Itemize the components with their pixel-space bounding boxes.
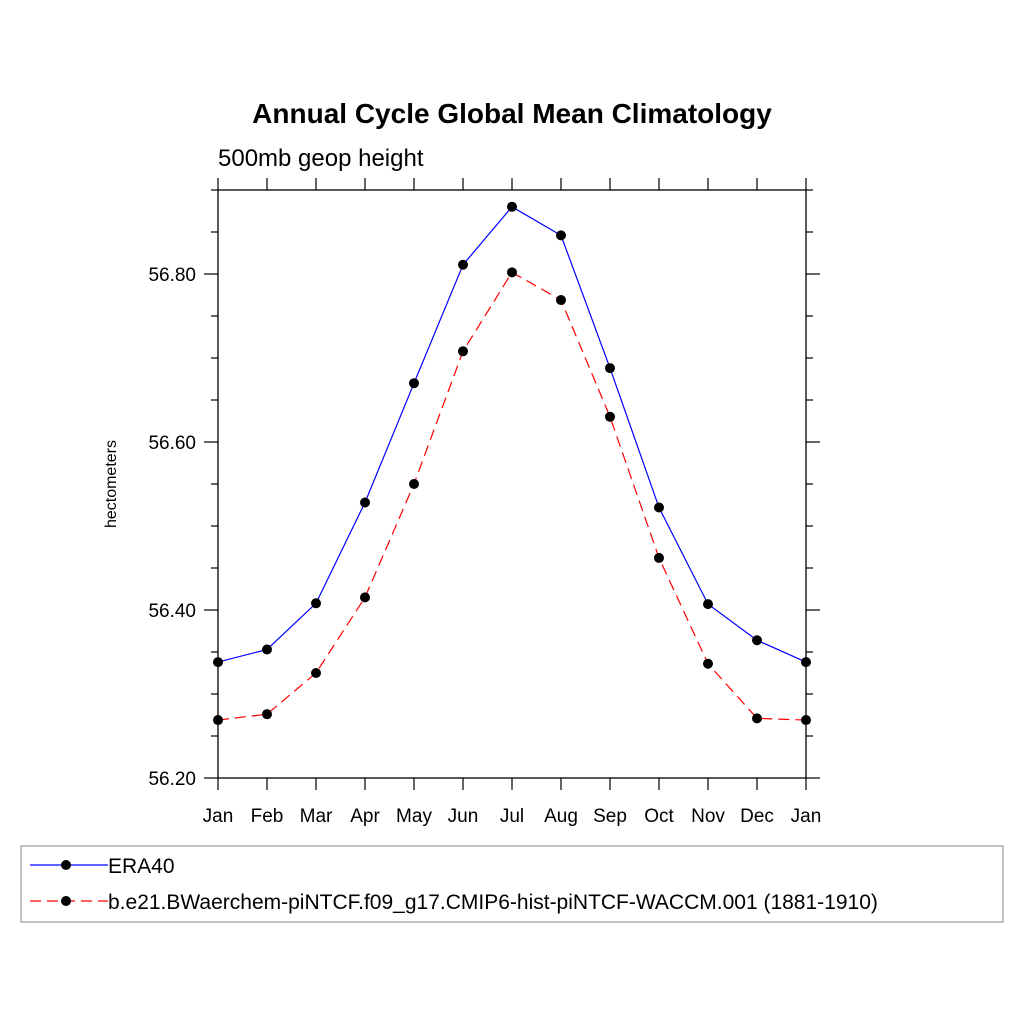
x-tick-label: Apr [350,806,380,827]
x-tick-label: Nov [691,806,725,827]
x-tick-label: Dec [740,806,774,827]
y-axis-label: hectometers [103,440,120,528]
series-0-point [409,378,419,389]
series-1-point [654,552,664,563]
x-tick-label: May [396,806,432,827]
axis-ticks [204,178,820,790]
x-tick-label: Aug [544,806,578,827]
x-tick-label: Oct [644,806,674,827]
series-1-point [703,658,713,669]
chart-title: Annual Cycle Global Mean Climatology [252,98,772,129]
series-0-point [360,497,370,508]
plot-frame [217,189,807,779]
series-1-point [605,411,615,422]
series-0-point [556,230,566,241]
x-tick-label: Feb [251,806,284,827]
series-1-point [311,668,321,678]
series-1-point [556,295,566,306]
legend: ERA40 b.e21.BWaerchem-piNTCF.f09_g17.CMI… [20,845,1004,923]
series-1-point [458,346,468,357]
y-tick-labels: 56.20 56.40 56.60 56.80 [148,265,196,790]
series-0-point [311,598,321,609]
x-tick-label: Sep [593,806,627,827]
series-0-point [703,599,713,610]
series-0-point [458,259,468,270]
x-tick-label: Jul [500,806,524,827]
series-group [213,201,811,726]
x-tick-label: Jun [448,806,479,827]
y-tick-label: 56.80 [148,265,196,286]
series-1-point [409,479,419,489]
legend-label-era40: ERA40 [108,855,175,878]
chart-subtitle: 500mb geop height [218,145,424,172]
x-tick-labels: Jan Feb Mar Apr May Jun Jul Aug Sep Oct Nov Dec Jan [203,806,822,827]
series-1-point [507,267,517,278]
series-1-point [752,713,762,724]
series-0-point [507,201,517,212]
series-0-point [262,644,272,655]
y-tick-label: 56.60 [148,433,196,454]
legend-label-model: b.e21.BWaerchem-piNTCF.f09_g17.CMIP6-his… [108,891,878,914]
series-0-point [752,635,762,646]
series-0-point [605,363,615,374]
x-tick-label: Mar [300,806,333,827]
x-tick-label: Jan [203,806,234,827]
y-tick-label: 56.20 [148,769,196,790]
legend-box [20,845,1004,923]
series-0-point [654,502,664,513]
x-tick-label: Jan [791,806,822,827]
series-1-point [360,592,370,603]
y-tick-label: 56.40 [148,601,196,622]
series-1-point [262,709,272,720]
legend-marker-era40 [61,860,71,870]
series-line-1 [217,271,807,721]
legend-marker-model [61,896,71,906]
